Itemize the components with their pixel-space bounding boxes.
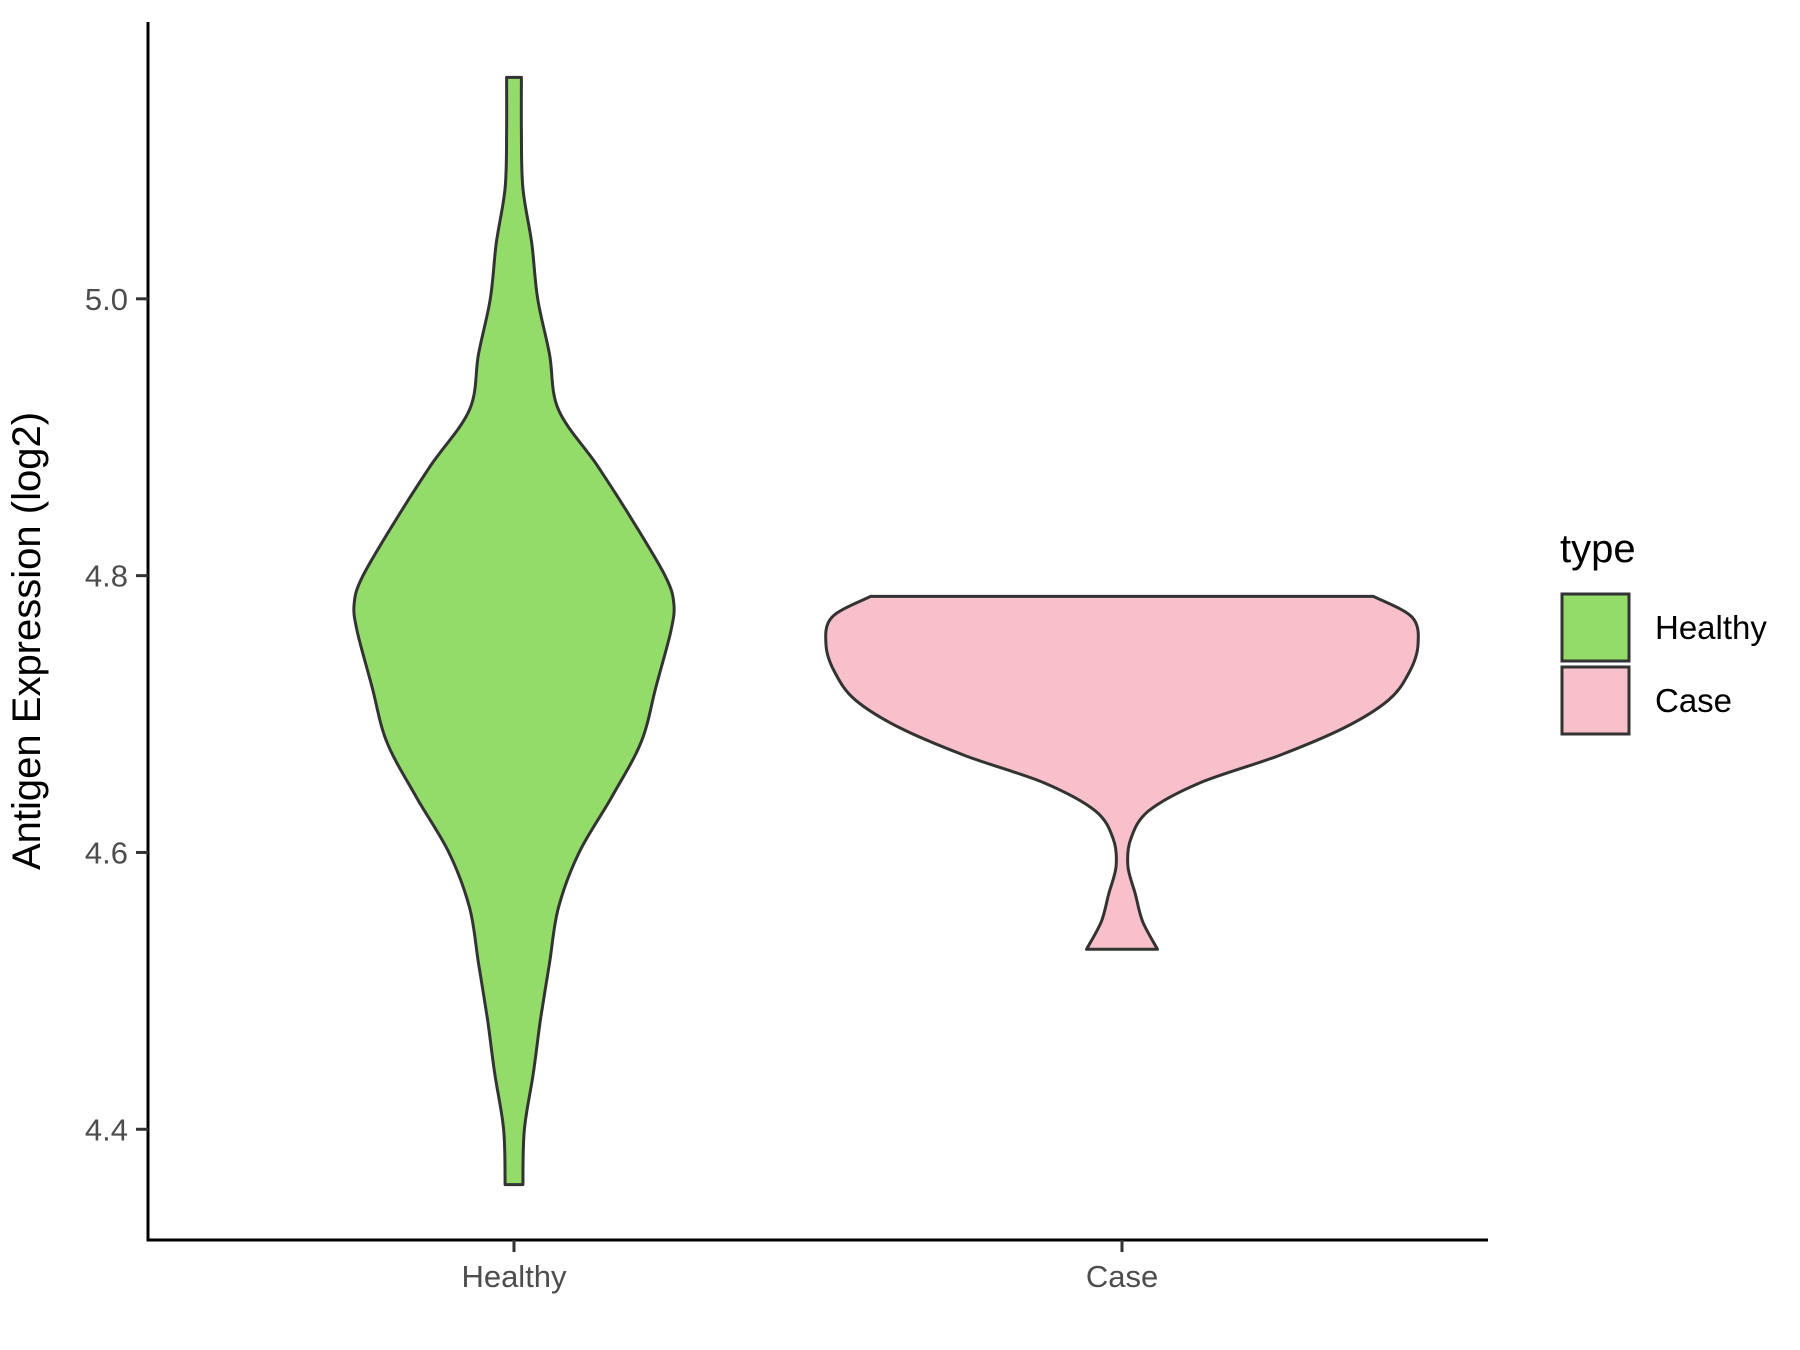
x-tick-label: Case xyxy=(1086,1259,1158,1294)
y-ticks: 4.4 4.6 4.8 5.0 xyxy=(85,282,148,1147)
legend-key-case xyxy=(1560,665,1631,736)
y-axis-title: Antigen Expression (log2) xyxy=(5,412,49,870)
y-tick-label: 4.6 xyxy=(85,835,128,870)
violin-healthy xyxy=(352,75,676,1187)
x-tick-label: Healthy xyxy=(461,1259,567,1294)
legend-title: type xyxy=(1560,527,1636,571)
violin-case xyxy=(824,594,1420,951)
y-tick-label: 4.8 xyxy=(85,559,128,594)
axes xyxy=(146,22,1488,1242)
legend-label-case: Case xyxy=(1655,682,1732,719)
plot-area xyxy=(352,75,1420,1187)
legend: type Healthy Case xyxy=(1560,527,1767,736)
legend-label-healthy: Healthy xyxy=(1655,609,1767,646)
legend-key-healthy xyxy=(1560,592,1631,663)
y-tick-label: 4.4 xyxy=(85,1112,128,1147)
y-tick-label: 5.0 xyxy=(85,282,128,317)
x-ticks: Healthy Case xyxy=(461,1240,1158,1294)
